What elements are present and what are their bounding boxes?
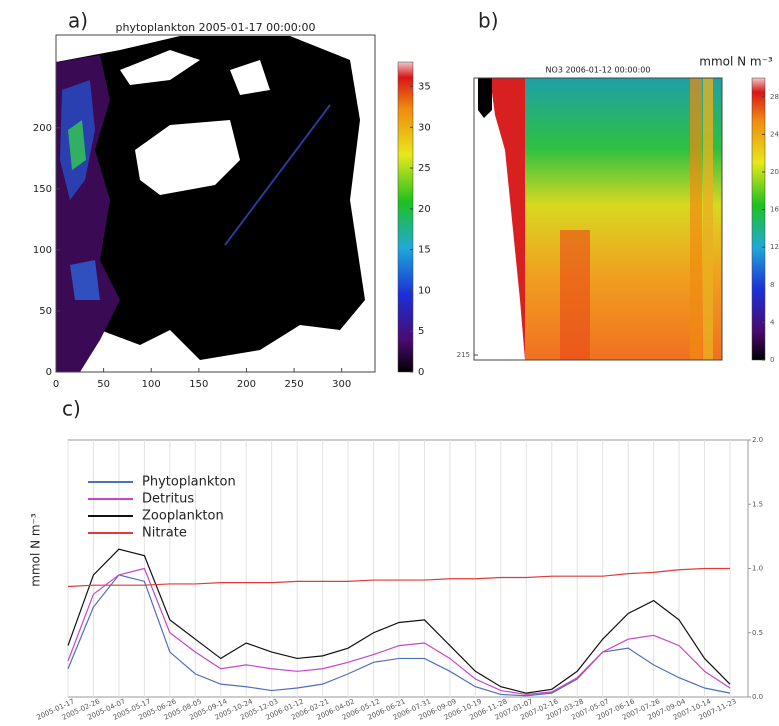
- colorbar-tick-label: 16: [770, 206, 779, 214]
- y-tick-label: 0: [46, 367, 52, 378]
- colorbar-tick-label: 20: [418, 204, 431, 215]
- axes-frame: [55, 34, 376, 373]
- colorbar-label: mmol N m⁻³: [699, 55, 773, 69]
- colorbar-tick-label: 5: [418, 326, 424, 337]
- y2-tick-label: 0.0: [752, 693, 763, 701]
- chart-title: NO3 2006-01-12 00:00:00: [546, 66, 651, 75]
- series-line: [67, 548, 731, 694]
- y-tick-label: 50: [39, 306, 52, 317]
- x-tick-label: 0: [53, 379, 59, 390]
- y2-tick-label: 2.0: [752, 436, 763, 444]
- section-image: [474, 78, 722, 360]
- legend-label: Zooplankton: [142, 509, 224, 524]
- colorbar-tick-label: 28: [770, 93, 779, 101]
- series-line: [67, 567, 730, 588]
- x-tick-label: 100: [142, 379, 161, 390]
- colorbar-tick-label: 0: [418, 367, 424, 378]
- x-tick-label: 300: [332, 379, 351, 390]
- y2-tick-label: 1.5: [752, 500, 763, 508]
- colorbar-tick-label: 0: [770, 356, 774, 364]
- panel-label: c): [62, 397, 81, 421]
- panel-label: a): [68, 9, 88, 33]
- colorbar-tick-label: 15: [418, 245, 431, 256]
- colorbar-tick-label: 35: [418, 81, 431, 92]
- colorbar-tick-label: 24: [770, 130, 779, 138]
- x-tick-label: 50: [97, 379, 110, 390]
- y2-tick-label: 0.5: [752, 629, 763, 637]
- series-line: [67, 567, 731, 696]
- y-axis-label: mmol N m⁻³: [29, 513, 43, 587]
- colorbar-tick-label: 20: [770, 168, 779, 176]
- legend-label: Phytoplankton: [142, 475, 236, 490]
- colorbar-tick-label: 10: [418, 285, 431, 296]
- series-line: [67, 574, 731, 697]
- y-tick-label: 100: [33, 245, 52, 256]
- colorbar-tick-label: 12: [770, 243, 779, 251]
- chart-title: phytoplankton 2005-01-17 00:00:00: [116, 21, 316, 34]
- legend-label: Detritus: [142, 492, 194, 507]
- x-tick-label: 200: [237, 379, 256, 390]
- map-image: [56, 35, 375, 372]
- colorbar: [751, 77, 766, 361]
- colorbar-tick-label: 4: [770, 318, 775, 326]
- y-tick-label: 200: [33, 123, 52, 134]
- x-tick-label: 150: [189, 379, 208, 390]
- y-tick-label: 215: [457, 351, 470, 359]
- colorbar: [397, 61, 414, 373]
- y2-tick-label: 1.0: [752, 565, 763, 573]
- colorbar-tick-label: 30: [418, 122, 431, 133]
- axes-frame: [473, 77, 723, 361]
- colorbar-tick-label: 8: [770, 281, 774, 289]
- panel-label: b): [478, 9, 499, 33]
- colorbar-tick-label: 25: [418, 163, 431, 174]
- x-tick-label: 250: [285, 379, 304, 390]
- y-tick-label: 150: [33, 184, 52, 195]
- legend-label: Nitrate: [142, 526, 187, 541]
